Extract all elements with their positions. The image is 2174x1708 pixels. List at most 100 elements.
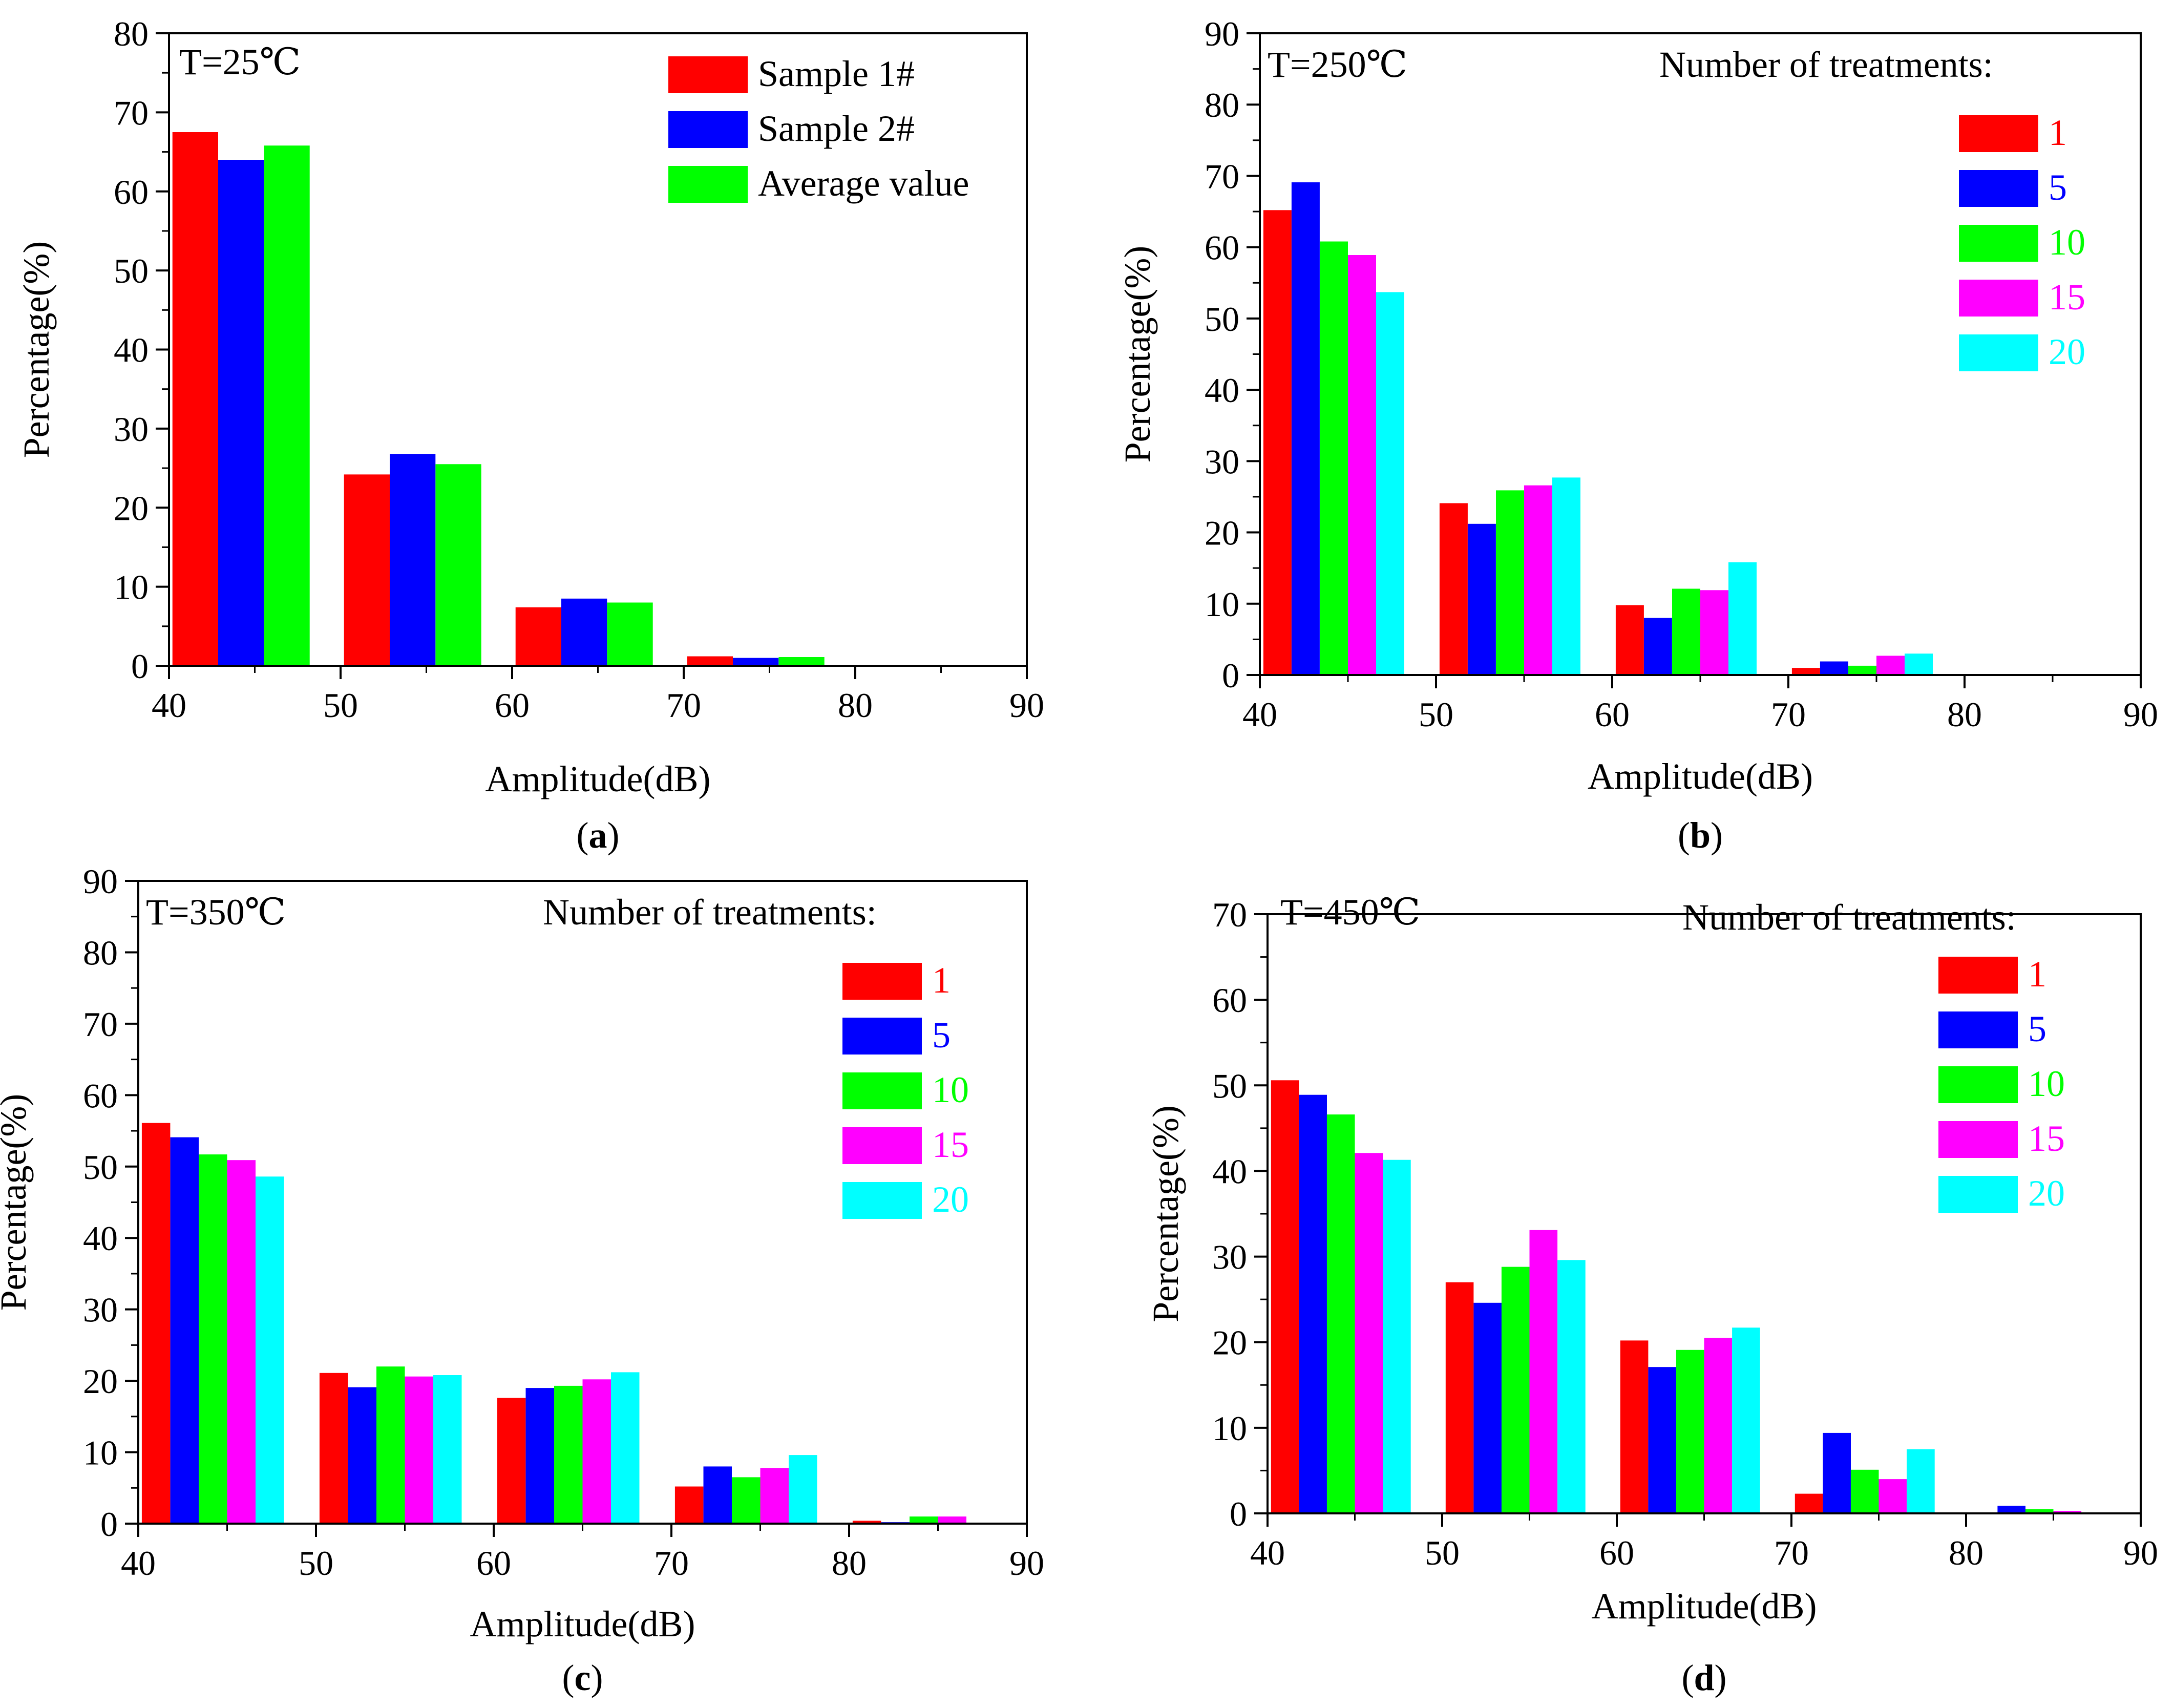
bar-b-series-15-bin-70: [1876, 656, 1905, 675]
x-tick-label-d-80: 80: [1949, 1533, 1983, 1572]
bar-d-series-10-bin-60: [1676, 1349, 1704, 1513]
bar-d-series-10-bin-40: [1326, 1114, 1355, 1513]
bar-d-series-15-bin-40: [1355, 1153, 1383, 1513]
bar-a-series-sample-1--bin-40: [172, 132, 218, 666]
bar-d-series-10-bin-50: [1501, 1267, 1530, 1513]
bar-c-series-20-bin-60: [611, 1372, 640, 1524]
bar-b-series-1-bin-50: [1439, 503, 1468, 675]
bar-b-series-20-bin-60: [1728, 562, 1757, 675]
legend-swatch-d-1: [1938, 957, 2018, 994]
bar-a-series-average-value-bin-50: [435, 464, 481, 666]
x-tick-label-a-70: 70: [666, 686, 701, 725]
bar-c-series-1-bin-40: [141, 1123, 171, 1524]
panel-label-c: (c): [562, 1657, 603, 1698]
legend-label-d-5: 5: [2028, 1008, 2046, 1049]
bar-b-series-5-bin-60: [1643, 618, 1672, 675]
legend-swatch-b-15: [1959, 280, 2038, 317]
legend-label-a-sample-1-: Sample 1#: [758, 53, 915, 94]
y-tick-label-a-80: 80: [114, 14, 149, 53]
y-tick-label-d-30: 30: [1212, 1238, 1247, 1277]
x-axis-label-b: Amplitude(dB): [1588, 756, 1813, 797]
bar-d-series-5-bin-40: [1299, 1094, 1327, 1513]
legend-label-c-10: 10: [932, 1069, 969, 1110]
y-tick-label-d-20: 20: [1212, 1323, 1247, 1362]
x-tick-label-d-70: 70: [1774, 1533, 1809, 1572]
bar-d-series-15-bin-80: [2053, 1511, 2082, 1513]
legend-label-d-10: 10: [2028, 1063, 2065, 1104]
bar-b-series-15-bin-60: [1700, 590, 1728, 675]
annotation-c: T=350℃: [146, 892, 286, 933]
x-tick-label-a-40: 40: [152, 686, 186, 725]
y-tick-label-b-80: 80: [1205, 86, 1239, 124]
chart-panel-c: 0 10 20 30 40 50 60 70 80 90 40 50 60 70 80 90 Amplitude…: [0, 862, 1044, 1698]
y-tick-label-d-50: 50: [1212, 1066, 1247, 1105]
x-tick-label-b-80: 80: [1947, 695, 1982, 734]
bar-c-series-15-bin-60: [582, 1379, 611, 1524]
x-tick-label-a-60: 60: [495, 686, 530, 725]
panel-label-d: (d): [1681, 1657, 1726, 1698]
y-tick-label-c-90: 90: [83, 862, 118, 901]
bar-b-series-10-bin-60: [1672, 588, 1700, 675]
legend-swatch-b-1: [1959, 115, 2038, 152]
legend-title-d: Number of treatments:: [1682, 897, 2016, 938]
bar-c-series-1-bin-60: [497, 1398, 526, 1524]
bar-c-series-5-bin-70: [703, 1466, 732, 1524]
bar-c-series-10-bin-50: [376, 1366, 405, 1524]
bar-c-series-1-bin-80: [852, 1521, 881, 1524]
legend-swatch-c-10: [842, 1072, 922, 1109]
bar-a-series-sample-1--bin-60: [515, 607, 561, 666]
y-tick-label-b-20: 20: [1205, 514, 1239, 553]
x-tick-label-c-80: 80: [832, 1544, 867, 1583]
bar-b-series-15-bin-50: [1524, 485, 1552, 675]
bar-a-series-sample-1--bin-50: [344, 474, 390, 666]
bar-c-series-15-bin-70: [760, 1468, 789, 1524]
legend-swatch-b-5: [1959, 170, 2038, 207]
bar-b-series-10-bin-70: [1848, 665, 1876, 675]
legend-label-a-sample-2-: Sample 2#: [758, 108, 915, 149]
bar-b-series-20-bin-40: [1376, 292, 1404, 675]
bar-a-series-sample-2--bin-70: [733, 658, 779, 666]
legend-swatch-b-10: [1959, 225, 2038, 262]
y-tick-label-c-60: 60: [83, 1076, 118, 1115]
bar-a-series-sample-1--bin-70: [687, 656, 733, 666]
bar-d-series-15-bin-60: [1704, 1338, 1733, 1513]
bar-c-series-1-bin-50: [319, 1373, 348, 1524]
x-tick-label-a-50: 50: [323, 686, 358, 725]
legend-label-d-15: 15: [2028, 1118, 2065, 1159]
y-tick-label-c-30: 30: [83, 1291, 118, 1330]
bar-c-series-5-bin-50: [348, 1387, 376, 1524]
x-tick-label-b-50: 50: [1419, 695, 1453, 734]
bar-d-series-1-bin-50: [1445, 1282, 1474, 1513]
y-tick-label-a-50: 50: [114, 251, 149, 290]
bar-c-series-10-bin-80: [910, 1516, 938, 1524]
x-tick-label-b-60: 60: [1595, 695, 1630, 734]
legend-label-c-20: 20: [932, 1179, 969, 1220]
x-tick-label-c-50: 50: [299, 1544, 333, 1583]
bar-b-series-10-bin-40: [1320, 241, 1348, 675]
bar-b-series-1-bin-40: [1263, 210, 1292, 675]
y-tick-label-d-70: 70: [1212, 895, 1247, 934]
y-tick-label-a-70: 70: [114, 93, 149, 132]
bar-c-series-1-bin-70: [674, 1486, 704, 1524]
bar-d-series-1-bin-60: [1620, 1340, 1649, 1513]
bar-c-series-20-bin-50: [433, 1375, 462, 1524]
x-tick-label-c-40: 40: [121, 1544, 156, 1583]
bar-d-series-5-bin-70: [1823, 1432, 1851, 1513]
annotation-a: T=25℃: [179, 41, 301, 82]
y-tick-label-b-60: 60: [1205, 228, 1239, 267]
legend-label-d-1: 1: [2028, 954, 2046, 995]
y-tick-label-a-10: 10: [114, 568, 149, 607]
y-tick-label-c-70: 70: [83, 1005, 118, 1044]
x-tick-label-a-80: 80: [838, 686, 873, 725]
bar-b-series-1-bin-60: [1615, 605, 1644, 675]
bar-d-series-5-bin-60: [1648, 1367, 1676, 1513]
x-tick-label-c-90: 90: [1009, 1544, 1044, 1583]
y-tick-label-b-40: 40: [1205, 371, 1239, 410]
x-axis-label-a: Amplitude(dB): [486, 758, 711, 799]
bar-c-series-20-bin-40: [256, 1176, 284, 1524]
bar-d-series-15-bin-50: [1529, 1230, 1558, 1513]
chart-panel-a: 0 10 20 30 40 50 60 70 80 40 50 60 70 80 90 Amplitude(d…: [16, 14, 1044, 856]
y-axis-label-c: Percentage(%): [0, 1094, 34, 1311]
bar-d-series-20-bin-60: [1732, 1327, 1760, 1513]
bar-c-series-10-bin-70: [732, 1477, 761, 1524]
